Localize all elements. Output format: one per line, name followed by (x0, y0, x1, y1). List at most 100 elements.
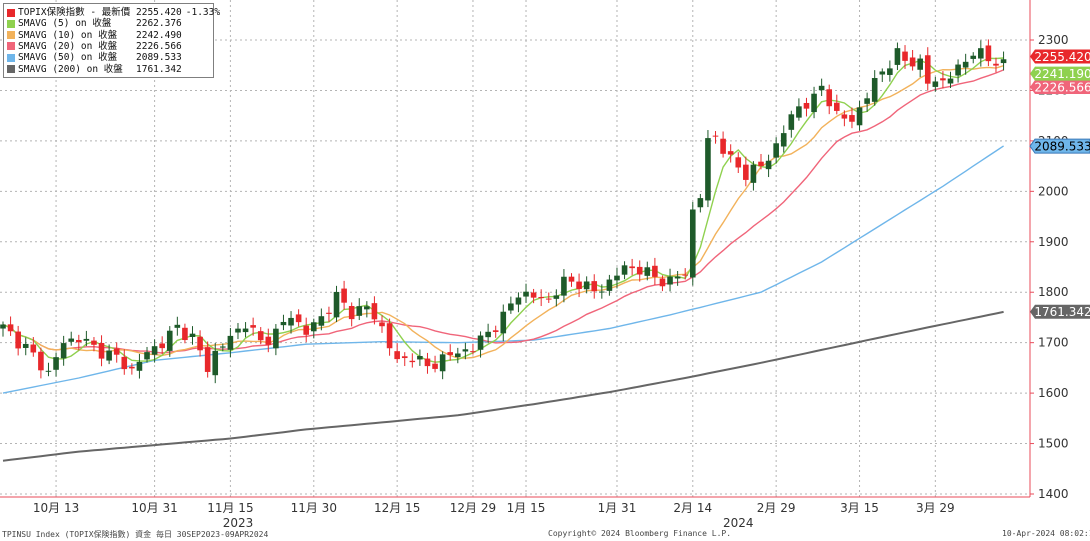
candle-body (273, 328, 279, 349)
year-label: 2024 (723, 516, 754, 530)
legend-series-name: SMAVG (200) on 收盤 (18, 63, 123, 75)
legend-change-value: -1.33% (185, 7, 221, 18)
candle-body (538, 296, 544, 299)
candle-body (60, 343, 67, 359)
y-tick-label: 2300 (1038, 33, 1069, 47)
timestamp-text: 10-Apr-2024 08:02:10 (1002, 529, 1090, 538)
legend-row-sma50: SMAVG (50) on 收盤 2089.533 (7, 52, 182, 63)
legend-series-name: SMAVG (10) on 收盤 (18, 29, 118, 41)
candle-body (326, 312, 332, 314)
candle-body (53, 357, 59, 370)
x-tick-label: 12月 15 (374, 501, 420, 515)
candle-body (614, 275, 620, 281)
candle-body (477, 335, 484, 350)
y-tick-label: 1700 (1038, 336, 1069, 350)
candle-body (129, 366, 135, 369)
candle-body (356, 306, 363, 316)
candle-body (113, 348, 120, 355)
candle-body (803, 102, 810, 109)
candle-body (492, 330, 499, 332)
candle-body (682, 274, 688, 276)
candle-body (568, 276, 575, 282)
candle-body (151, 346, 158, 355)
x-tick-label: 11月 15 (207, 501, 253, 515)
x-tick-label: 2月 14 (673, 501, 712, 515)
candle-body (212, 350, 219, 376)
candle-body (257, 331, 264, 341)
candle-body (765, 160, 772, 170)
candle-body (811, 93, 817, 113)
candle-body (993, 63, 999, 66)
candle-body (947, 78, 954, 84)
candle-body (98, 342, 105, 359)
legend-series-value: 1761.342 (136, 63, 182, 75)
candle-body (970, 55, 977, 59)
legend-swatch (7, 53, 15, 62)
candle-body (318, 316, 325, 326)
legend-row-sma200: SMAVG (200) on 收盤 1761.342 (7, 64, 182, 75)
sma20-flag (1030, 80, 1090, 95)
candle-body (924, 55, 931, 84)
candle-body (902, 51, 908, 61)
legend-series-value: 2226.566 (136, 40, 182, 52)
candle-body (91, 340, 97, 345)
candle-body (341, 288, 347, 303)
candle-body (599, 291, 605, 293)
candle-body (447, 352, 454, 355)
y-tick-label: 1600 (1038, 386, 1069, 400)
candle-body (841, 114, 848, 119)
y-tick-label: 2000 (1038, 184, 1069, 198)
candle-body (909, 57, 916, 67)
legend-row-last: TOPIX保険指數 - 最新價 2255.420 -1.33% (7, 7, 220, 18)
candle-body (818, 85, 825, 91)
candle-body (978, 48, 984, 59)
candle-body (136, 361, 143, 371)
candle-body (417, 355, 423, 360)
candle-body (432, 363, 438, 369)
candle-body (894, 48, 901, 65)
legend-row-sma10: SMAVG (10) on 收盤 2242.490 (7, 30, 182, 41)
candle-body (76, 339, 82, 343)
candle-body (386, 323, 393, 349)
candle-body (856, 107, 863, 126)
candle-body (348, 306, 355, 320)
candle-body (121, 356, 128, 370)
candle-body (159, 343, 165, 349)
candle-body (962, 61, 969, 68)
legend: TOPIX保険指數 - 最新價 2255.420 -1.33% SMAVG (5) o… (3, 3, 220, 78)
candle-body (106, 350, 112, 361)
candle-body (705, 138, 711, 201)
candle-body (7, 324, 14, 332)
candle-body (439, 354, 446, 372)
candle-body (409, 360, 416, 363)
legend-series-value: 2242.490 (136, 29, 182, 41)
candle-body (0, 324, 6, 329)
candle-body (985, 45, 992, 62)
legend-swatch (7, 42, 15, 51)
candle-body (515, 297, 522, 305)
candle-body (288, 317, 294, 326)
candle-body (523, 291, 529, 297)
candle-body (629, 266, 635, 269)
candle-body (182, 327, 188, 341)
candle-body (379, 322, 385, 327)
y-tick-label: 1400 (1038, 487, 1069, 501)
candle-body (826, 89, 833, 107)
candle-body (68, 338, 75, 342)
sma20-flag-label: 2226.566 (1034, 81, 1090, 95)
x-tick-label: 3月 29 (916, 501, 955, 515)
candle-body (644, 267, 651, 276)
candle-body (333, 291, 340, 318)
legend-series-value: 2089.533 (136, 52, 182, 64)
candle-body (720, 138, 726, 154)
legend-row-sma20: SMAVG (20) on 收盤 2226.566 (7, 41, 182, 52)
x-tick-label: 10月 13 (33, 501, 79, 515)
candle-body (310, 322, 317, 332)
candle-body (530, 292, 537, 298)
candle-body (455, 353, 461, 358)
candle-body (871, 78, 878, 102)
candle-body (371, 303, 378, 320)
y-tick-label: 1900 (1038, 235, 1069, 249)
